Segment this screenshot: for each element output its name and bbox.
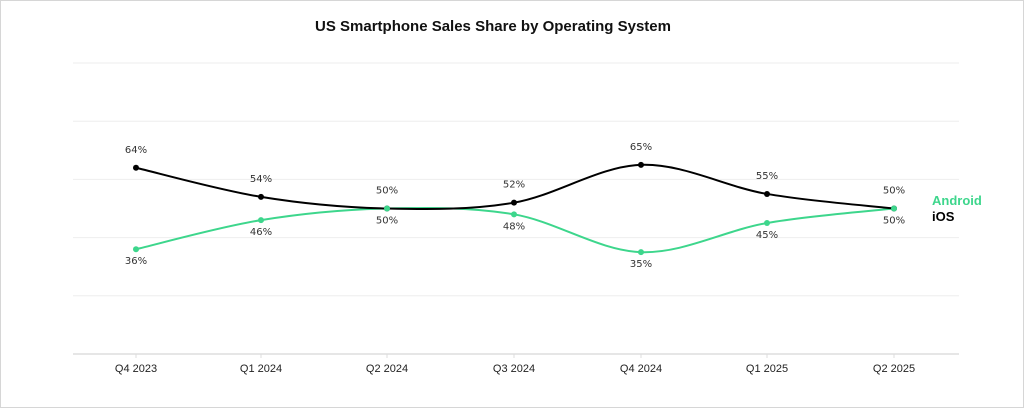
data-label-ios: 64%: [125, 145, 147, 156]
data-point-android: [133, 246, 139, 253]
x-tick-label: Q4 2023: [115, 363, 157, 375]
data-label-ios: 52%: [503, 180, 525, 191]
data-point-android: [638, 249, 644, 256]
data-point-android: [764, 220, 770, 227]
data-label-android: 35%: [630, 259, 652, 270]
data-label-android: 50%: [883, 216, 905, 227]
x-tick-label: Q3 2024: [493, 363, 535, 375]
x-tick-label: Q4 2024: [620, 363, 662, 375]
legend-ios: iOS: [932, 209, 955, 224]
data-point-ios: [511, 199, 517, 206]
x-tick-label: Q2 2024: [366, 363, 408, 375]
data-label-ios: 65%: [630, 142, 652, 153]
data-label-ios: 50%: [883, 186, 905, 197]
data-label-android: 46%: [250, 227, 272, 238]
data-point-ios: [764, 190, 770, 197]
x-tick-label: Q1 2024: [240, 363, 282, 375]
data-label-android: 50%: [376, 216, 398, 227]
data-label-android: 45%: [756, 230, 778, 241]
data-point-android: [891, 205, 897, 212]
data-label-android: 48%: [503, 221, 525, 232]
data-point-android: [258, 217, 264, 224]
data-point-ios: [258, 193, 264, 200]
chart-title: US Smartphone Sales Share by Operating S…: [315, 18, 671, 35]
data-point-android: [511, 211, 517, 218]
data-label-ios: 54%: [250, 174, 272, 185]
data-point-ios: [133, 164, 139, 171]
data-label-android: 36%: [125, 256, 147, 267]
data-label-ios: 50%: [376, 186, 398, 197]
data-label-ios: 55%: [756, 171, 778, 182]
x-tick-label: Q1 2025: [746, 363, 788, 375]
legend-android: Android: [932, 193, 982, 208]
data-point-ios: [638, 161, 644, 168]
data-point-android: [384, 205, 390, 212]
x-tick-label: Q2 2025: [873, 363, 915, 375]
